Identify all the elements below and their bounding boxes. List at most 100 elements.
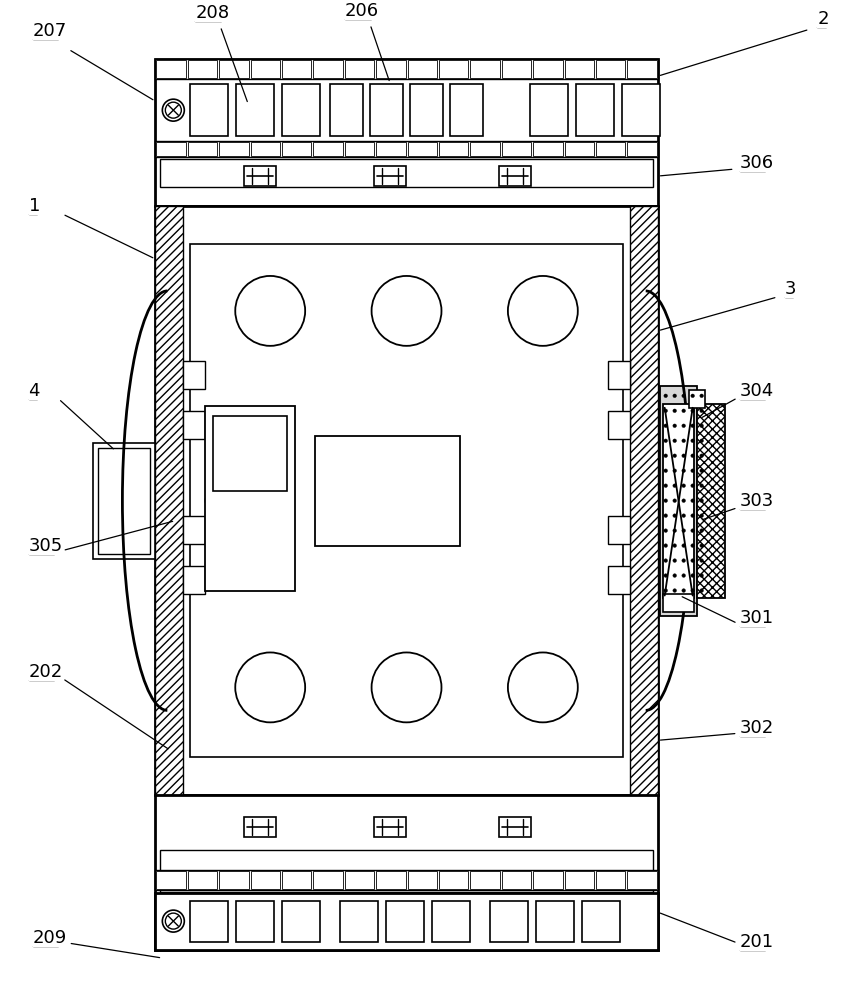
Circle shape [700,439,704,443]
Circle shape [682,454,686,458]
Text: 206: 206 [345,2,380,20]
Circle shape [664,454,668,458]
Text: 207: 207 [33,22,67,40]
Bar [689,390,704,408]
Bar [155,893,657,950]
Circle shape [673,454,676,458]
Bar [190,84,228,136]
Circle shape [664,589,668,592]
Circle shape [673,394,676,398]
Bar [237,901,274,942]
Circle shape [673,559,676,562]
Circle shape [508,652,578,722]
Circle shape [700,544,704,547]
Bar [410,84,443,136]
Circle shape [664,469,668,472]
Bar [156,60,186,78]
Bar [376,142,405,156]
Bar [608,566,630,594]
Bar [250,871,280,889]
Circle shape [236,276,305,346]
Bar [345,871,375,889]
Bar [250,60,280,78]
Bar [155,141,657,157]
Bar [190,901,228,942]
Circle shape [700,529,704,532]
Bar [660,386,697,616]
Circle shape [664,544,668,547]
Circle shape [664,394,668,398]
Bar [183,411,206,439]
Text: 209: 209 [33,929,67,947]
Circle shape [700,484,704,487]
Circle shape [664,574,668,577]
Bar [533,142,562,156]
Circle shape [673,439,676,443]
Bar [219,871,249,889]
Circle shape [691,439,694,443]
Bar [376,871,405,889]
Bar [155,59,657,79]
Circle shape [700,394,704,398]
Circle shape [700,409,704,413]
Bar [576,84,614,136]
Circle shape [691,529,694,532]
Bar [244,166,276,186]
Bar [219,142,249,156]
Circle shape [682,409,686,413]
Bar [345,142,375,156]
Bar [490,901,528,942]
Bar [93,443,155,559]
Circle shape [682,589,686,592]
Bar [432,901,470,942]
Text: 301: 301 [740,609,774,627]
Bar [439,142,468,156]
Bar [439,60,468,78]
Bar [282,901,321,942]
Circle shape [682,484,686,487]
Circle shape [165,913,182,929]
Text: 4: 4 [28,382,40,400]
Circle shape [691,499,694,502]
Bar [374,166,406,186]
Circle shape [691,574,694,577]
Bar [314,871,343,889]
Bar [237,84,274,136]
Bar [282,142,311,156]
Bar [499,817,530,837]
Circle shape [372,652,441,722]
Bar [376,60,405,78]
Circle shape [682,469,686,472]
Bar [183,566,206,594]
Circle shape [691,589,694,592]
Circle shape [673,529,676,532]
Circle shape [162,99,184,121]
Circle shape [236,652,305,722]
Text: 306: 306 [740,154,774,172]
Circle shape [691,559,694,562]
Circle shape [682,574,686,577]
Bar [282,60,311,78]
Circle shape [673,424,676,428]
Circle shape [682,529,686,532]
Circle shape [691,484,694,487]
Circle shape [691,424,694,428]
Circle shape [673,484,676,487]
Circle shape [664,439,668,443]
Bar [501,142,531,156]
Bar [662,404,693,598]
Bar [565,60,594,78]
Text: 1: 1 [28,197,40,215]
Bar [188,60,217,78]
Circle shape [682,499,686,502]
Text: 202: 202 [28,663,63,681]
Bar [314,60,343,78]
Bar [155,206,657,795]
Circle shape [372,276,441,346]
Bar [439,871,468,889]
Circle shape [700,469,704,472]
Bar [596,142,626,156]
Bar [470,142,500,156]
Bar [596,60,626,78]
Circle shape [700,424,704,428]
